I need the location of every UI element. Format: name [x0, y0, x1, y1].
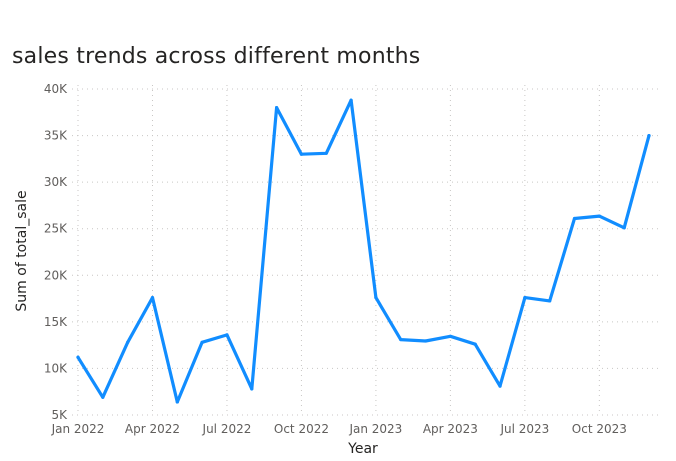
- data-point[interactable]: [597, 214, 601, 218]
- data-point[interactable]: [349, 98, 353, 102]
- x-tick-label: Apr 2023: [423, 422, 478, 436]
- y-axis: 5K 10K 15K 20K 25K 30K 35K 40K: [44, 82, 68, 422]
- series-line: [76, 98, 651, 404]
- data-point[interactable]: [299, 152, 304, 156]
- x-tick-label: Jul 2023: [499, 422, 549, 436]
- y-tick-label: 10K: [44, 361, 68, 375]
- x-tick-label: Oct 2023: [572, 422, 627, 436]
- y-tick-label: 15K: [44, 315, 68, 329]
- x-tick-label: Apr 2022: [125, 422, 180, 436]
- data-point[interactable]: [473, 342, 477, 346]
- x-tick-label: Jan 2023: [348, 422, 402, 436]
- data-point[interactable]: [399, 337, 403, 342]
- data-point[interactable]: [150, 296, 155, 300]
- series-layer: [76, 98, 651, 404]
- data-point[interactable]: [548, 299, 552, 303]
- y-axis-title: Sum of total_sale: [14, 190, 30, 311]
- x-axis: Jan 2022 Apr 2022 Jul 2022 Oct 2022 Jan 2023…: [51, 422, 627, 436]
- data-point[interactable]: [647, 133, 651, 138]
- data-point[interactable]: [423, 339, 428, 343]
- gridlines: [72, 85, 661, 416]
- x-tick-label: Oct 2022: [274, 422, 329, 436]
- data-point[interactable]: [200, 340, 204, 344]
- data-point[interactable]: [498, 384, 502, 388]
- data-point[interactable]: [175, 400, 179, 404]
- data-point[interactable]: [275, 106, 279, 110]
- data-point[interactable]: [101, 395, 105, 399]
- y-tick-label: 5K: [51, 408, 68, 422]
- x-axis-title: Year: [347, 441, 378, 457]
- x-tick-label: Jul 2022: [202, 422, 252, 436]
- y-tick-label: 20K: [44, 268, 68, 282]
- chart-title: sales trends across different months: [12, 44, 421, 69]
- x-tick-label: Jan 2022: [51, 422, 105, 436]
- data-point[interactable]: [225, 333, 229, 337]
- data-point[interactable]: [324, 151, 328, 155]
- y-tick-label: 25K: [44, 222, 68, 236]
- data-point[interactable]: [250, 387, 254, 391]
- data-point[interactable]: [572, 216, 577, 221]
- data-point[interactable]: [374, 296, 378, 300]
- y-tick-label: 35K: [44, 129, 68, 143]
- y-tick-label: 40K: [44, 82, 68, 96]
- data-point[interactable]: [523, 296, 527, 300]
- data-point[interactable]: [448, 334, 452, 338]
- data-point[interactable]: [76, 355, 80, 359]
- data-point[interactable]: [126, 340, 130, 344]
- data-point[interactable]: [622, 226, 626, 230]
- y-tick-label: 30K: [44, 175, 68, 189]
